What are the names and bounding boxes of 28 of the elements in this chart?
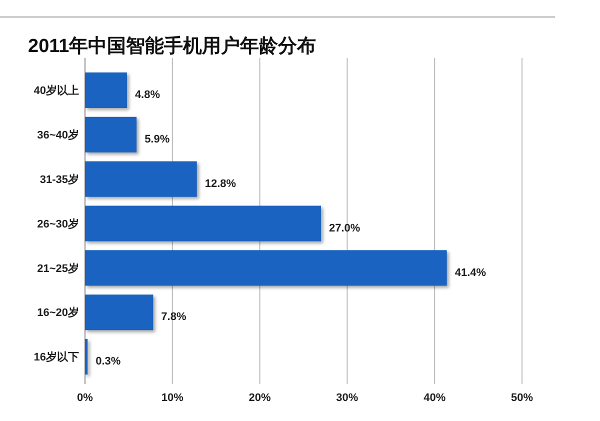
x-tick-label: 50% [510, 392, 534, 404]
data-label: 12.8% [204, 178, 236, 190]
x-tick-label: 20% [248, 392, 272, 404]
y-tick-label: 16~20岁 [37, 306, 79, 320]
bar [85, 161, 197, 197]
y-tick-label: 40岁以上 [34, 84, 79, 98]
x-tick-label: 30% [336, 392, 358, 404]
data-label: 5.9% [144, 133, 170, 146]
bar [85, 339, 88, 375]
y-tick-label: 16岁以下 [34, 350, 79, 364]
data-label: 7.8% [161, 311, 186, 324]
chart-title: 2011年中国智能手机用户年龄分布 [28, 35, 316, 57]
y-tick-label: 36~40岁 [37, 128, 79, 142]
data-label: 4.8% [134, 89, 160, 102]
data-label: 0.3% [96, 356, 121, 368]
bar [85, 250, 447, 286]
data-label: 27.0% [328, 222, 360, 234]
y-tick-label: 26~30岁 [37, 217, 79, 230]
bar [85, 206, 321, 242]
x-tick-label: 10% [161, 392, 184, 404]
x-tick-label: 0% [77, 392, 94, 404]
y-tick-label: 31-35岁 [40, 172, 79, 186]
bar [85, 72, 127, 108]
data-label: 41.4% [454, 266, 486, 279]
bar [85, 116, 137, 152]
x-tick-label: 40% [424, 392, 446, 404]
bar [85, 294, 154, 330]
y-tick-label: 21~25岁 [37, 262, 79, 275]
